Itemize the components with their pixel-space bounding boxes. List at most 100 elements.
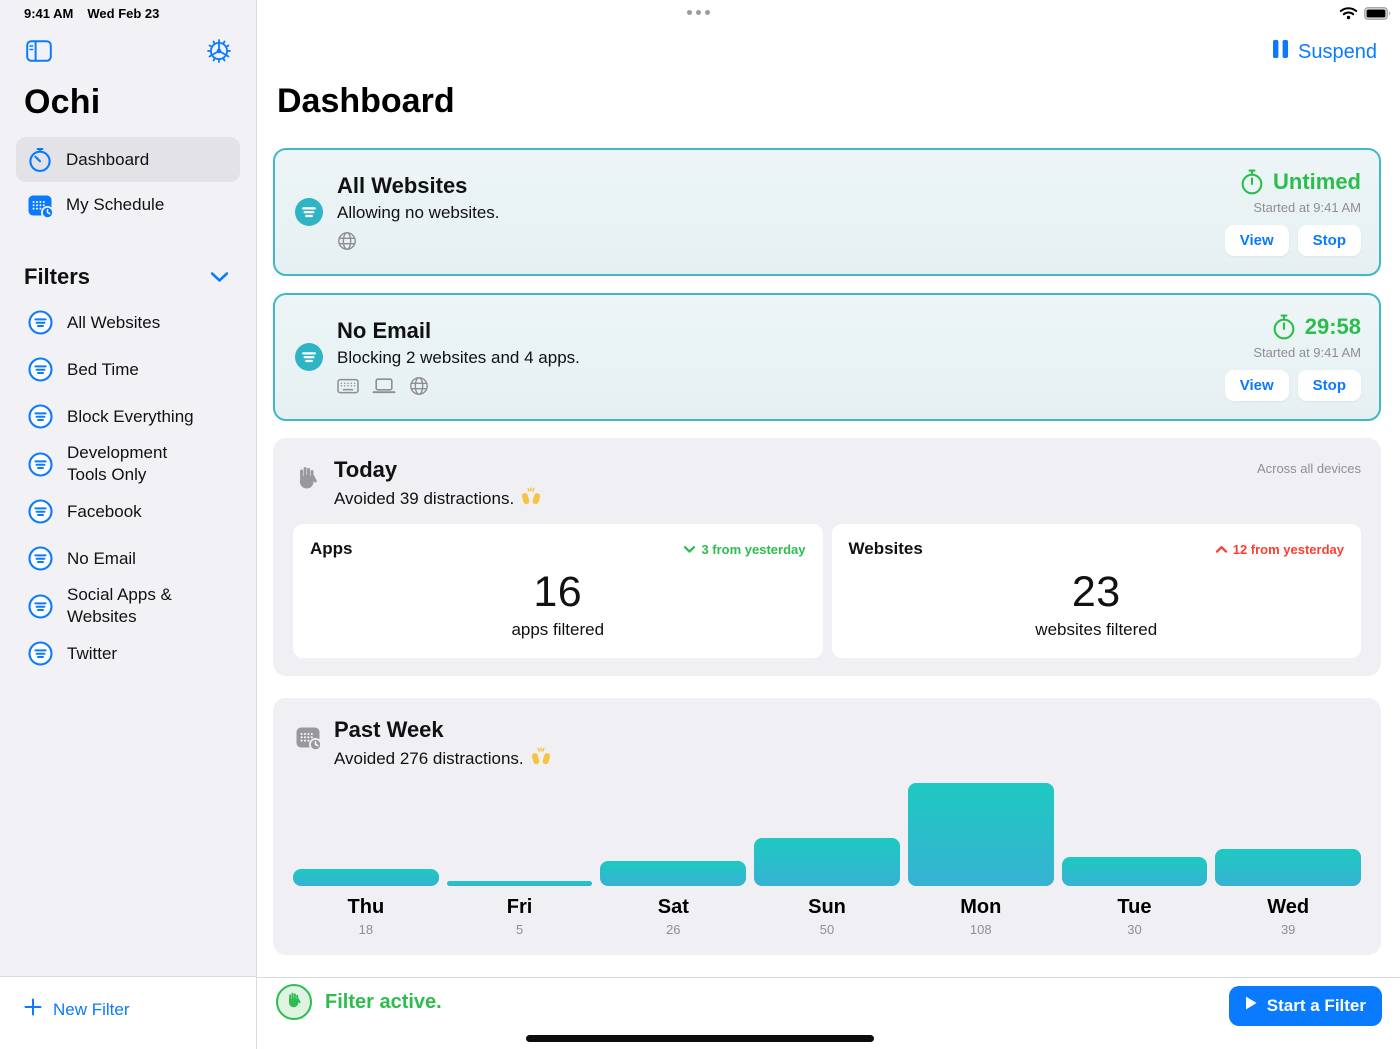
bar-fri: [446, 881, 593, 886]
stat-card-websites: Websites 12 from yesterday 23 websites filt…: [831, 524, 1361, 658]
stat-unit: apps filtered: [511, 620, 605, 639]
filter-lines-circle-icon: [26, 499, 54, 524]
timer-readout: Untimed: [1225, 169, 1361, 196]
new-filter-button[interactable]: New Filter: [24, 998, 130, 1021]
sidebar-item-my-schedule[interactable]: My Schedule: [16, 182, 240, 227]
globe-icon: [409, 376, 429, 396]
bar-value-label: 30: [1127, 922, 1142, 937]
active-filter-info: No Email Blocking 2 websites and 4 apps.: [337, 318, 580, 396]
timer-icon: [26, 146, 54, 174]
bar-sat: [600, 861, 747, 886]
bar-value-label: 39: [1280, 922, 1296, 937]
chevron-up-icon: [1215, 544, 1228, 554]
bar-value-label: 50: [819, 922, 835, 937]
timer-value: Untimed: [1273, 169, 1361, 194]
today-subtitle-text: Avoided 39 distractions.: [334, 488, 515, 508]
view-button[interactable]: View: [1224, 369, 1289, 401]
stat-cards: Apps 3 from yesterday 16 apps filtered Websi…: [293, 524, 1361, 658]
bar-value-label: 108: [969, 922, 992, 937]
settings-gear-icon[interactable]: [206, 38, 232, 64]
sidebar-item-dashboard[interactable]: Dashboard: [16, 137, 240, 182]
filter-lines-circle-icon: [26, 593, 54, 619]
chevron-down-icon[interactable]: [209, 271, 230, 284]
stopwatch-icon: [1239, 169, 1265, 196]
bar-value-label: 26: [666, 922, 681, 937]
filter-lines-circle-icon: [26, 357, 54, 382]
start-filter-button[interactable]: Start a Filter: [1228, 986, 1382, 1026]
hand-raised-icon: [285, 990, 304, 1014]
sidebar-filter-bed-time[interactable]: Bed Time: [16, 346, 240, 393]
view-button[interactable]: View: [1224, 224, 1289, 256]
stat-value: 16: [533, 568, 583, 616]
delta-badge: 3 from yesterday: [683, 541, 806, 557]
filter-lines-circle-icon: [26, 451, 54, 477]
hand-badge-icon: [276, 984, 312, 1020]
stat-card-header: Apps 3 from yesterday: [310, 539, 806, 559]
battery-icon: [1364, 6, 1392, 25]
raised-hands-emoji-icon: [520, 486, 542, 511]
active-filter-card-no-email[interactable]: No Email Blocking 2 websites and 4 apps. …: [273, 293, 1381, 421]
page-title: Dashboard: [277, 82, 455, 120]
filter-lines-circle-icon: [26, 641, 54, 666]
sidebar-filter-block-everything[interactable]: Block Everything: [16, 393, 240, 440]
status-time: 9:41 AM: [24, 6, 74, 21]
bar-tue: [1061, 857, 1208, 886]
play-icon: [1244, 995, 1258, 1016]
bar-day-label: Mon: [960, 896, 1002, 918]
sidebar-filter-social-apps-websites[interactable]: Social Apps & Websites: [16, 582, 240, 630]
home-indicator[interactable]: [526, 1035, 874, 1042]
sidebar-toggle-icon[interactable]: [26, 40, 52, 62]
bar-day-label: Fri: [506, 896, 533, 918]
timer-value: 29:58: [1304, 314, 1361, 339]
suspend-button[interactable]: Suspend: [1272, 39, 1377, 65]
stat-card-header: Websites 12 from yesterday: [849, 539, 1345, 559]
past-week-header: Past Week Avoided 276 distractions.: [293, 717, 1361, 771]
main-area: Suspend Dashboard All Websites Allowing n…: [257, 0, 1400, 1049]
stat-unit: websites filtered: [1035, 620, 1158, 639]
filter-item-label: Twitter: [67, 643, 118, 663]
filters-header: Filters: [24, 264, 230, 290]
status-bar-left: 9:41 AM Wed Feb 23: [0, 5, 256, 21]
stopwatch-icon: [1271, 314, 1297, 341]
filter-active-status: Filter active.: [276, 984, 442, 1020]
multitask-dots-handle[interactable]: [687, 10, 710, 15]
stop-button[interactable]: Stop: [1297, 369, 1361, 401]
bar-thu: [293, 869, 439, 886]
sidebar-filter-twitter[interactable]: Twitter: [16, 630, 240, 677]
stat-label: Apps: [310, 539, 353, 558]
bar-mon: [907, 783, 1054, 886]
bar-day-label: Thu: [347, 896, 385, 918]
active-filter-card-all-websites[interactable]: All Websites Allowing no websites. Untime…: [273, 148, 1381, 276]
past-week-title: Past Week: [334, 717, 444, 742]
sidebar-filter-all-websites[interactable]: All Websites: [16, 299, 240, 346]
filter-item-label: Block Everything: [67, 406, 194, 426]
card-actions: View Stop: [1224, 224, 1361, 256]
device-icons: [337, 231, 500, 251]
stop-button[interactable]: Stop: [1297, 224, 1361, 256]
delta-text: 3 from yesterday: [701, 541, 806, 557]
filter-lines-circle-icon: [26, 546, 54, 571]
bar-sun: [754, 838, 900, 886]
started-at-label: Started at 9:41 AM: [1253, 344, 1361, 360]
bar-column-tue: Tue 30: [1061, 775, 1208, 937]
filters-title: Filters: [24, 264, 91, 289]
filter-lines-circle-icon: [294, 197, 324, 227]
sidebar-filter-facebook[interactable]: Facebook: [16, 488, 240, 535]
active-filter-subtitle: Blocking 2 websites and 4 apps.: [337, 348, 580, 367]
stat-label: Websites: [848, 539, 923, 558]
sidebar-filter-no-email[interactable]: No Email: [16, 535, 240, 582]
pause-icon: [1272, 39, 1289, 65]
nav-item-label: My Schedule: [66, 194, 165, 214]
plus-icon: [24, 998, 42, 1021]
timer-readout: 29:58: [1225, 314, 1361, 341]
bar-value-label: 5: [515, 922, 524, 937]
bar-value-label: 18: [358, 922, 374, 937]
filter-item-label: Development Tools Only: [67, 443, 168, 484]
filter-lines-circle-icon: [26, 404, 54, 429]
sidebar-toolbar: [26, 38, 232, 64]
active-filter-title: All Websites: [337, 173, 468, 198]
sidebar-filter-development-tools-only[interactable]: Development Tools Only: [16, 440, 240, 488]
bottom-bar: Filter active. Start a Filter: [257, 977, 1400, 1049]
stat-value: 23: [1071, 568, 1121, 616]
